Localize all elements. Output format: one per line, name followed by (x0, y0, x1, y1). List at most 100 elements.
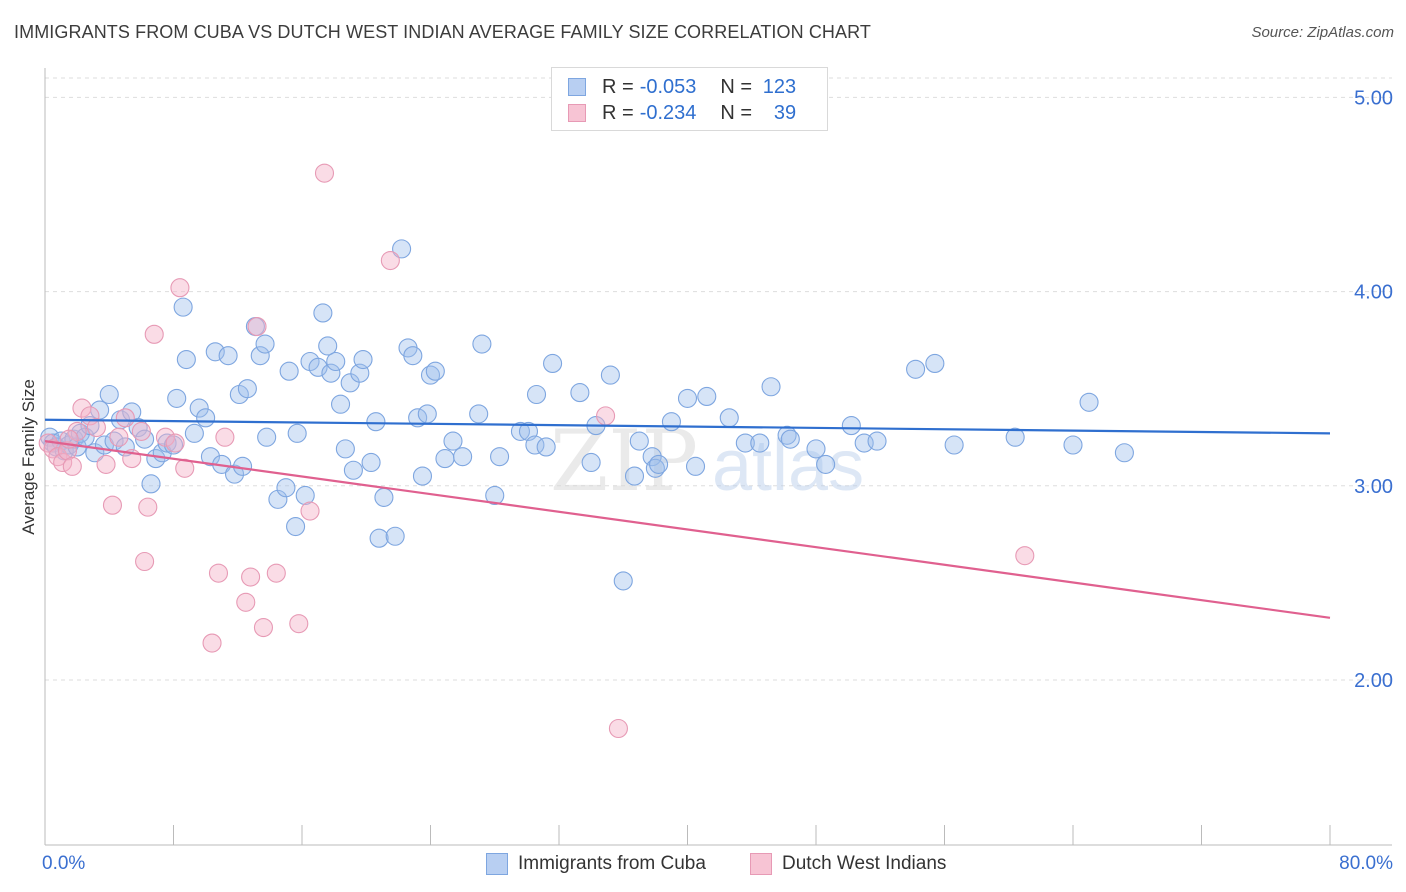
data-points (38, 163, 1134, 739)
point-cuba (412, 466, 433, 486)
point-dutch (165, 433, 185, 453)
n-value: 39 (773, 101, 797, 124)
legend-item-cuba[interactable]: Immigrants from Cuba (486, 852, 706, 876)
point-cuba (435, 449, 455, 469)
point-cuba (510, 421, 531, 441)
n-label: N = (720, 75, 753, 98)
cuba-swatch (568, 78, 586, 96)
point-cuba (200, 447, 220, 467)
point-cuba (205, 342, 225, 362)
point-dutch (53, 452, 73, 473)
point-cuba (340, 373, 360, 393)
point-dutch (155, 427, 176, 447)
stats-box: R = -0.053 N = 123 R = -0.234 N = 39 (551, 67, 828, 131)
point-dutch (596, 406, 616, 426)
point-cuba (335, 439, 355, 459)
legend-swatch-dutch (750, 853, 772, 875)
point-cuba (624, 466, 645, 486)
point-cuba (268, 489, 288, 509)
point-cuba (374, 487, 394, 507)
legend-item-dutch[interactable]: Dutch West Indians (750, 852, 946, 876)
y-tick-label: 2.00 (1354, 670, 1393, 692)
point-cuba (816, 454, 836, 474)
point-dutch (300, 501, 320, 521)
r-label: R = (602, 101, 634, 124)
point-cuba (326, 351, 346, 372)
point-cuba (1005, 427, 1025, 447)
point-cuba (761, 377, 781, 397)
r-label: R = (602, 75, 634, 98)
point-cuba (196, 408, 216, 428)
point-cuba (276, 478, 296, 498)
point-dutch (67, 421, 87, 441)
point-cuba (361, 452, 381, 473)
point-dutch (115, 408, 135, 428)
y-tick-label: 3.00 (1354, 476, 1393, 498)
stats-row-cuba: R = -0.053 N = 123 (568, 74, 796, 100)
point-dutch (215, 427, 235, 447)
source-credit: Source: ZipAtlas.com (1251, 24, 1394, 41)
point-cuba (224, 464, 245, 484)
x-tick-label: 80.0% (1339, 853, 1393, 874)
point-cuba (295, 485, 315, 506)
point-cuba (1079, 392, 1099, 412)
point-cuba (318, 336, 338, 356)
stats-row-dutch: R = -0.234 N = 39 (568, 100, 796, 126)
point-cuba (237, 379, 257, 399)
point-cuba (308, 357, 328, 377)
point-dutch (247, 316, 267, 337)
r-value: -0.234 (639, 101, 697, 124)
axes (44, 68, 1392, 846)
point-cuba (581, 452, 601, 473)
point-cuba (697, 386, 717, 407)
point-dutch (109, 427, 129, 447)
n-value: 123 (762, 75, 797, 98)
point-cuba (353, 350, 373, 370)
point-cuba (255, 334, 275, 354)
point-cuba (806, 439, 826, 459)
point-dutch (138, 497, 158, 517)
point-dutch (135, 551, 155, 572)
point-cuba (780, 429, 800, 449)
point-cuba (490, 447, 510, 467)
point-cuba (944, 435, 964, 455)
point-cuba (321, 363, 341, 383)
watermark-zip: ZIP (550, 412, 698, 510)
n-label: N = (720, 101, 753, 124)
point-dutch (289, 614, 309, 634)
point-cuba (750, 433, 770, 453)
point-dutch (314, 163, 335, 183)
dutch-swatch (568, 104, 586, 122)
point-cuba (543, 353, 563, 373)
point-cuba (526, 384, 547, 405)
point-cuba (257, 427, 277, 447)
point-cuba (719, 408, 739, 428)
point-cuba (1114, 443, 1134, 463)
grid-lines (45, 77, 1392, 681)
point-cuba (642, 447, 662, 467)
r-value: -0.053 (639, 75, 697, 98)
point-cuba (485, 485, 505, 506)
point-dutch (102, 495, 123, 515)
point-dutch (236, 592, 256, 612)
point-dutch (241, 567, 261, 587)
point-cuba (649, 454, 669, 474)
point-cuba (417, 404, 437, 424)
point-cuba (1063, 435, 1083, 455)
point-cuba (867, 431, 887, 451)
point-dutch (266, 563, 286, 583)
point-cuba (385, 526, 405, 546)
y-tick-label: 5.00 (1354, 87, 1393, 109)
point-cuba (735, 433, 755, 453)
y-axis-title: Average Family Size (19, 379, 38, 535)
point-cuba (453, 447, 473, 467)
point-cuba (99, 384, 119, 405)
point-cuba (685, 456, 706, 476)
point-dutch (202, 633, 222, 653)
point-cuba (135, 429, 155, 449)
x-tick-label: 0.0% (42, 853, 85, 874)
point-cuba (366, 412, 386, 432)
y-tick-label: 4.00 (1354, 282, 1393, 304)
point-cuba (167, 388, 187, 408)
